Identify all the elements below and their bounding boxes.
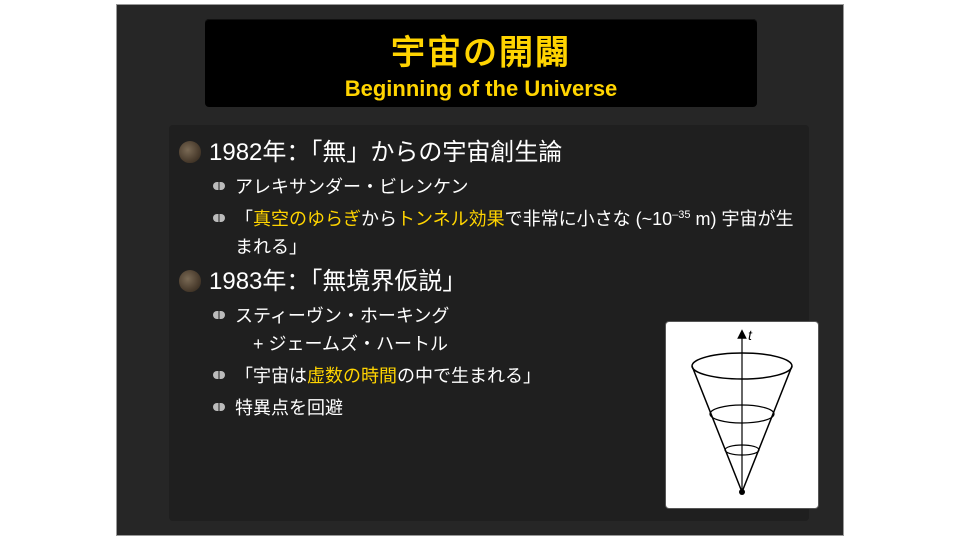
item-sub-0-1: 「真空のゆらぎからトンネル効果で非常に小さな (~10–35 m) 宇宙が生まれ… <box>213 206 799 262</box>
title-en: Beginning of the Universe <box>205 76 757 102</box>
title-jp: 宇宙の開闢 <box>205 25 757 74</box>
item-head-1: 1983年：「無境界仮説」 <box>179 266 799 297</box>
axis-label-t: t <box>748 327 753 343</box>
title-box: 宇宙の開闢 Beginning of the Universe <box>205 19 757 107</box>
cone-figure: t <box>665 321 819 509</box>
item-head-0: 1982年：「無」からの宇宙創生論 <box>179 137 799 168</box>
item-sub-0-0: アレキサンダー・ビレンケン <box>213 174 799 202</box>
slide: 宇宙の開闢 Beginning of the Universe 1982年：「無… <box>116 4 844 536</box>
